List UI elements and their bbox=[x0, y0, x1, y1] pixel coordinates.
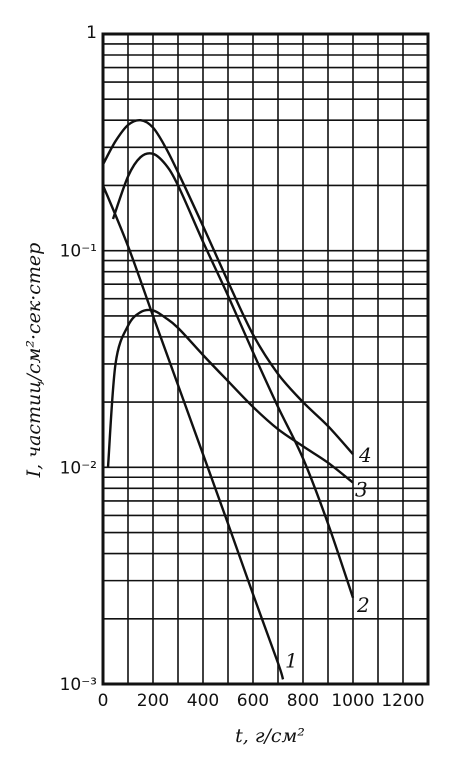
curve-1 bbox=[101, 184, 285, 680]
x-tick-label: 0 bbox=[98, 691, 109, 711]
curve-4 bbox=[101, 118, 354, 455]
x-tick-label: 1000 bbox=[331, 691, 374, 711]
y-tick-label: 10⁻³ bbox=[60, 675, 97, 695]
x-tick-label: 200 bbox=[137, 691, 169, 711]
y-tick-label: 10⁻¹ bbox=[60, 242, 97, 262]
grid bbox=[103, 34, 428, 684]
x-tick-label: 600 bbox=[237, 691, 269, 711]
y-tick-label: 10⁻² bbox=[60, 458, 97, 478]
x-tick-label: 400 bbox=[187, 691, 219, 711]
x-axis-label: t, г/см² bbox=[235, 725, 305, 747]
x-tick-label: 1200 bbox=[381, 691, 424, 711]
x-tick-label: 800 bbox=[287, 691, 319, 711]
curves bbox=[101, 118, 355, 680]
curve-label-1: 1 bbox=[285, 648, 298, 672]
curve-labels: 1 2 3 4 bbox=[285, 443, 372, 672]
plot-frame bbox=[101, 32, 430, 686]
y-tick-label: 1 bbox=[86, 23, 97, 43]
curve-2 bbox=[111, 152, 355, 599]
curve-label-2: 2 bbox=[356, 593, 370, 617]
curve-label-3: 3 bbox=[355, 478, 368, 502]
curve-3 bbox=[106, 308, 354, 484]
curve-label-4: 4 bbox=[358, 443, 372, 467]
y-axis-label: I, частиц/см²·сек·стер bbox=[23, 243, 45, 479]
tick-labels: 0 200 400 600 800 1000 1200 1 10⁻¹ 10⁻² 10⁻³ bbox=[60, 23, 425, 711]
